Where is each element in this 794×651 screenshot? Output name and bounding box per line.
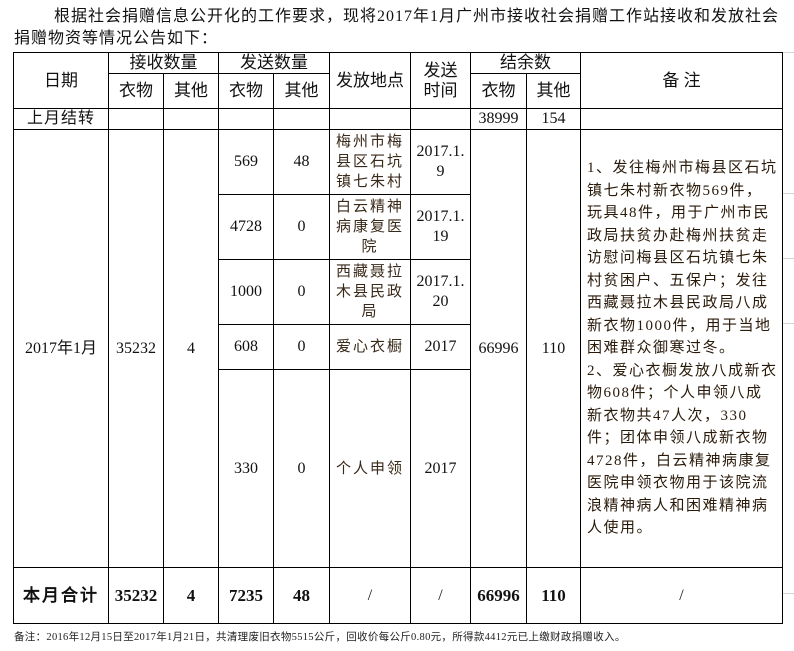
table-row: 4728 0 白云精神病康复医院 2017.1.19 (14, 194, 783, 260)
sent-other: 48 (273, 129, 330, 195)
total-received-other: 4 (163, 567, 219, 624)
month-received-clothes: 35232 (108, 129, 164, 568)
carryover-label: 上月结转 (13, 108, 109, 130)
month-balance-other: 110 (526, 129, 581, 568)
month-remark: 1、发往梅州市梅县区石坑镇七朱村新衣物569件，玩具48件，用于广州市民政局扶贫… (580, 129, 783, 568)
header-sent: 发送数量 (218, 52, 330, 74)
location: 白云精神病康复医院 (329, 194, 411, 260)
location: 爱心衣橱 (329, 324, 411, 370)
total-remark: / (580, 567, 783, 624)
month-received-other: 4 (163, 129, 219, 568)
footer-note: 备注：2016年12月15日至2017年1月21日，共清理废旧衣物5515公斤，… (14, 632, 626, 643)
sent-other: 0 (273, 194, 330, 260)
sent-clothes: 330 (218, 369, 274, 568)
header-sent-other: 其他 (273, 73, 330, 109)
month-balance-clothes: 66996 (470, 129, 527, 568)
table-row: 608 0 爱心衣橱 2017 (14, 324, 783, 370)
sheet-gridline (782, 593, 794, 594)
table-row: 2017年1月 35232 4 569 48 梅州市梅县区石坑镇七朱村 2017… (13, 129, 783, 568)
send-time: 2017 (410, 324, 471, 370)
header-remark: 备 注 (580, 52, 783, 109)
header-balance: 结余数 (470, 52, 581, 74)
header-balance-other: 其他 (526, 73, 581, 109)
header-received-other: 其他 (163, 73, 219, 109)
total-sent-clothes: 7235 (218, 567, 274, 624)
sent-clothes: 569 (218, 129, 274, 195)
sent-clothes: 1000 (218, 259, 274, 325)
location: 西藏聂拉木县民政局 (329, 259, 411, 325)
total-balance-clothes: 66996 (470, 567, 527, 624)
header-location: 发放地点 (329, 52, 411, 109)
header-balance-clothes: 衣物 (470, 73, 527, 109)
total-time: / (410, 567, 471, 624)
total-received-clothes: 35232 (108, 567, 164, 624)
header-sent-clothes: 衣物 (218, 73, 274, 109)
carryover-balance-other: 154 (526, 108, 581, 130)
total-balance-other: 110 (526, 567, 581, 624)
sheet-gridline (782, 323, 794, 324)
location: 梅州市梅县区石坑镇七朱村 (329, 129, 411, 195)
send-time: 2017 (410, 369, 471, 568)
header-send-time: 发送时间 (410, 52, 471, 109)
header-received-clothes: 衣物 (108, 73, 164, 109)
intro-text: 根据社会捐赠信息公开化的工作要求，现将2017年1月广州市接收社会捐赠工作站接收… (14, 8, 780, 47)
donation-table: 日期 接收数量 发送数量 发放地点 发送时间 结余数 备 注 衣物 其他 衣物 … (13, 52, 783, 624)
carryover-balance-clothes: 38999 (470, 108, 527, 130)
table-row: 330 0 个人申领 2017 (14, 369, 783, 568)
total-location: / (329, 567, 411, 624)
send-time: 2017.1.20 (410, 259, 471, 325)
table-row-total: 本月合计 35232 4 7235 48 / / 66996 110 / (13, 567, 783, 624)
location: 个人申领 (329, 369, 411, 568)
sent-clothes: 4728 (218, 194, 274, 260)
sent-clothes: 608 (218, 324, 274, 370)
send-time: 2017.1.9 (410, 129, 471, 195)
table-row-carryover: 上月结转 38999 154 (13, 108, 783, 130)
sent-other: 0 (273, 369, 330, 568)
send-time: 2017.1.19 (410, 194, 471, 260)
sheet-gridline (782, 193, 794, 194)
month-label: 2017年1月 (13, 129, 109, 568)
header-received: 接收数量 (108, 52, 219, 74)
sheet-gridline (782, 52, 794, 53)
sheet-gridline (782, 258, 794, 259)
sent-other: 0 (273, 324, 330, 370)
sent-other: 0 (273, 259, 330, 325)
header-date: 日期 (13, 52, 109, 109)
total-sent-other: 48 (273, 567, 330, 624)
table-row: 1000 0 西藏聂拉木县民政局 2017.1.20 (14, 259, 783, 325)
total-label: 本月合计 (13, 567, 109, 624)
